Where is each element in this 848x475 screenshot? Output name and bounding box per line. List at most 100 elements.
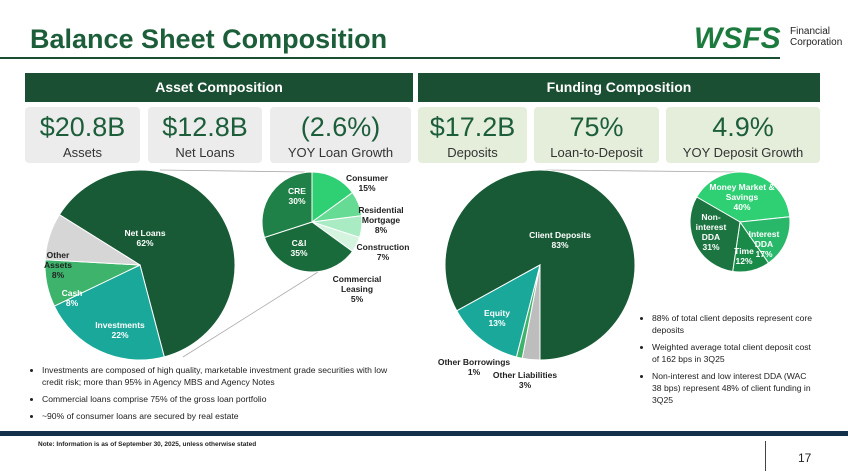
- kpi-value: 75%: [569, 112, 624, 142]
- pie-slice: [689, 196, 741, 273]
- connector: [159, 169, 306, 173]
- slice-label: Commercial Leasing 5%: [332, 274, 382, 304]
- slice-value: 17%: [755, 249, 773, 259]
- slice-value: 83%: [551, 240, 569, 250]
- pie-slice: [44, 213, 141, 266]
- slice-label: Money Market & Savings 40%: [707, 182, 777, 212]
- slice-label: Equity 13%: [477, 308, 517, 328]
- bullet: Commercial loans comprise 75% of the gro…: [42, 393, 410, 405]
- kpi-value: (2.6%): [300, 112, 381, 142]
- slice-label: Time 12%: [732, 246, 756, 266]
- kpi-box: (2.6%) YOY Loan Growth: [270, 107, 411, 163]
- slice-name: C&I: [291, 238, 307, 248]
- slice-name: CRE: [288, 186, 306, 196]
- kpi-value: $20.8B: [39, 112, 126, 142]
- page-number: 17: [798, 451, 812, 465]
- slice-label: Consumer 15%: [342, 173, 392, 193]
- slice-value: 3%: [518, 380, 532, 390]
- slice-name: Equity: [484, 308, 510, 318]
- kpi-label: Net Loans: [175, 145, 235, 160]
- slice-name: Time: [734, 246, 754, 256]
- slice-name: Net Loans: [124, 228, 166, 238]
- slice-name: Other Borrowings: [437, 357, 511, 367]
- connector: [544, 169, 739, 173]
- slice-label: Investments 22%: [85, 320, 155, 340]
- bullet: Non-interest and low interest DDA (WAC 3…: [652, 370, 818, 406]
- slice-name: Interest DDA: [748, 229, 780, 249]
- kpi-box: $17.2B Deposits: [418, 107, 527, 163]
- slice-name: Residential Mortgage: [358, 205, 404, 225]
- slice-label: Other Assets 8%: [33, 250, 83, 280]
- slide-title: Balance Sheet Composition: [30, 24, 388, 54]
- footer-divider: [765, 441, 766, 471]
- pie-slice: [456, 264, 541, 358]
- slice-value: 30%: [288, 196, 306, 206]
- pie-slice: [739, 216, 791, 264]
- slice-value: 5%: [350, 294, 364, 304]
- slice-value: 22%: [111, 330, 129, 340]
- slice-value: 62%: [136, 238, 154, 248]
- logo-line: Financial: [790, 26, 831, 37]
- slice-value: 8%: [374, 225, 388, 235]
- footnote: Note: Information is as of September 30,…: [38, 441, 257, 448]
- slice-label: Non-interest DDA 31%: [694, 212, 728, 252]
- slice-name: Commercial Leasing: [332, 274, 382, 294]
- pie-slice: [58, 169, 236, 358]
- slice-name: Other Assets: [44, 250, 72, 270]
- slice-name: Client Deposits: [529, 230, 591, 240]
- section-bar: Asset Composition: [25, 73, 413, 102]
- slice-label: Client Deposits 83%: [520, 230, 600, 250]
- slice-value: 8%: [65, 298, 79, 308]
- slice-name: Investments: [95, 320, 145, 330]
- slice-name: Money Market & Savings: [709, 182, 775, 202]
- slice-label: Residential Mortgage 8%: [356, 205, 406, 235]
- kpi-value: $17.2B: [429, 112, 516, 142]
- pie-slice: [261, 171, 313, 239]
- kpi-label: Loan-to-Deposit: [550, 145, 643, 160]
- kpi-value: $12.8B: [162, 112, 248, 142]
- slice-value: 40%: [733, 202, 751, 212]
- slice-name: Cash: [61, 288, 83, 298]
- slice-name: Construction: [356, 242, 410, 252]
- kpi-box: $12.8B Net Loans: [148, 107, 262, 163]
- slice-value: 1%: [467, 367, 481, 377]
- kpi-box: 75% Loan-to-Deposit: [534, 107, 659, 163]
- logo-line: Corporation: [790, 37, 843, 48]
- slice-value: 12%: [735, 256, 753, 266]
- slice-value: 35%: [290, 248, 308, 258]
- bullet: Weighted average total client deposit co…: [652, 341, 818, 365]
- slice-value: 13%: [488, 318, 506, 328]
- pie-slice: [263, 221, 354, 273]
- logo-name: WSFS: [694, 22, 781, 55]
- slice-name: Non-interest DDA: [695, 212, 727, 242]
- header-rule: [0, 57, 780, 59]
- bullet: 88% of total client deposits represent c…: [652, 312, 818, 336]
- kpi-value: 4.9%: [712, 112, 774, 142]
- footer-band: [0, 431, 848, 436]
- slice-label: Interest DDA 17%: [747, 229, 781, 259]
- slice-label: C&I 35%: [284, 238, 314, 258]
- slice-value: 8%: [51, 270, 65, 280]
- pie-slice: [696, 171, 791, 223]
- asset-bullets: Investments are composed of high quality…: [30, 364, 410, 427]
- slice-label: Other Borrowings 1%: [434, 357, 514, 377]
- slice-value: 31%: [702, 242, 720, 252]
- bullet: Investments are composed of high quality…: [42, 364, 410, 388]
- kpi-label: YOY Deposit Growth: [682, 145, 804, 160]
- slice-label: Other Liabilities 3%: [490, 370, 560, 390]
- slice-name: Consumer: [345, 173, 389, 183]
- slice-label: Cash 8%: [52, 288, 92, 308]
- section-bar: Funding Composition: [418, 73, 820, 102]
- slice-label: Net Loans 62%: [110, 228, 180, 248]
- kpi-label: YOY Loan Growth: [287, 145, 394, 160]
- bullet: ~90% of consumer loans are secured by re…: [42, 410, 410, 422]
- kpi-box: $20.8B Assets: [25, 107, 140, 163]
- slice-label: CRE 30%: [282, 186, 312, 206]
- kpi-label: Deposits: [447, 145, 498, 160]
- connector: [182, 271, 319, 358]
- logo-sub: Financial Corporation: [790, 26, 842, 48]
- slice-value: 7%: [376, 252, 390, 262]
- slice-name: Other Liabilities: [492, 370, 558, 380]
